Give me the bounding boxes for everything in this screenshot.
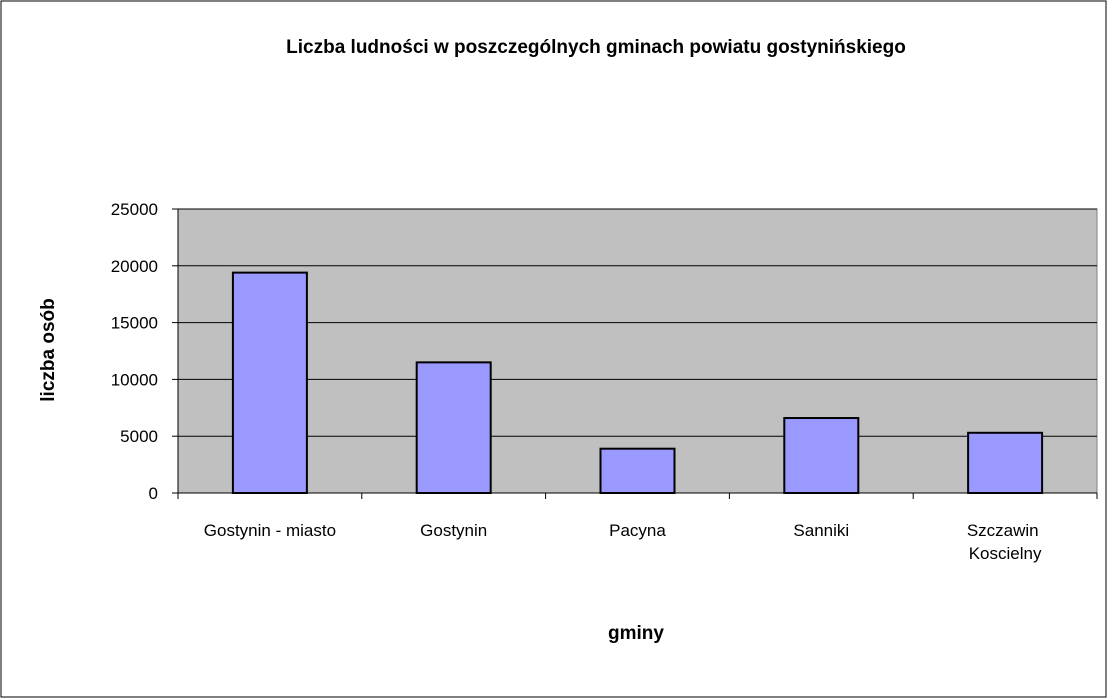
x-tick-label: Sanniki <box>793 521 849 540</box>
y-tick-label: 5000 <box>120 427 158 446</box>
bar <box>415 361 492 494</box>
x-tick-label: Pacyna <box>609 521 666 540</box>
y-tick-label: 25000 <box>111 200 158 219</box>
x-tick-label: Gostynin - miasto <box>204 521 336 540</box>
y-tick-label: 15000 <box>111 314 158 333</box>
bar <box>967 431 1044 494</box>
x-axis-title: gminy <box>608 623 664 644</box>
y-tick-label: 0 <box>149 484 158 503</box>
bar <box>599 447 676 495</box>
y-tick-label: 20000 <box>111 257 158 276</box>
bar <box>231 271 308 494</box>
x-tick-label: Szczawin Koscielny <box>967 521 1044 563</box>
bar <box>783 417 860 494</box>
x-tick-label: Gostynin <box>420 521 487 540</box>
y-axis-title: liczba osób <box>38 298 59 401</box>
chart-title: Liczba ludności w poszczególnych gminach… <box>286 37 906 58</box>
plot-area <box>177 208 1098 494</box>
y-tick-label: 10000 <box>111 370 158 389</box>
